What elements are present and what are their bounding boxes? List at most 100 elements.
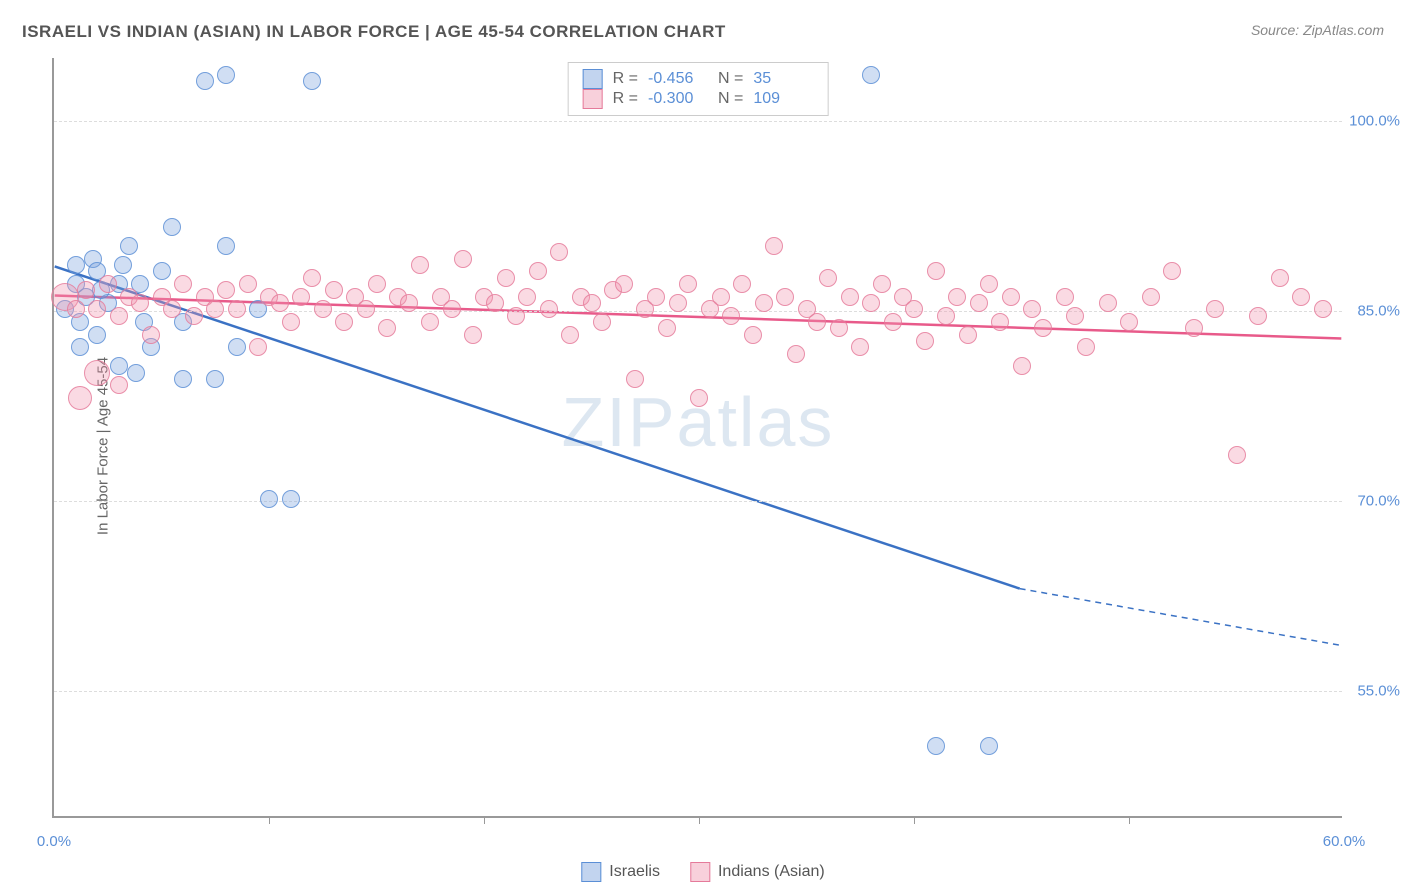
scatter-point [991, 313, 1009, 331]
scatter-point [1228, 446, 1246, 464]
trend-lines [54, 58, 1342, 816]
scatter-point [217, 281, 235, 299]
scatter-point [1023, 300, 1041, 318]
scatter-point [669, 294, 687, 312]
scatter-point [712, 288, 730, 306]
scatter-point [368, 275, 386, 293]
correlation-legend: R =-0.456N =35R =-0.300N =109 [568, 62, 829, 116]
scatter-point [1185, 319, 1203, 337]
scatter-point [615, 275, 633, 293]
scatter-point [163, 300, 181, 318]
r-label: R = [613, 90, 638, 108]
scatter-point [851, 338, 869, 356]
chart-title: ISRAELI VS INDIAN (ASIAN) IN LABOR FORCE… [22, 22, 726, 42]
scatter-point [411, 256, 429, 274]
series-legend: IsraelisIndians (Asian) [581, 862, 824, 882]
scatter-point [249, 338, 267, 356]
scatter-point [174, 275, 192, 293]
scatter-point [260, 490, 278, 508]
scatter-point [830, 319, 848, 337]
scatter-point [905, 300, 923, 318]
scatter-point [593, 313, 611, 331]
scatter-point [679, 275, 697, 293]
scatter-point [443, 300, 461, 318]
scatter-point [1077, 338, 1095, 356]
scatter-point [529, 262, 547, 280]
scatter-point [937, 307, 955, 325]
scatter-point [1013, 357, 1031, 375]
scatter-point [862, 294, 880, 312]
scatter-point [454, 250, 472, 268]
scatter-point [497, 269, 515, 287]
scatter-point [1120, 313, 1138, 331]
scatter-point [206, 370, 224, 388]
x-tick-label: 0.0% [37, 833, 71, 850]
n-label: N = [718, 90, 743, 108]
scatter-point [88, 300, 106, 318]
scatter-point [980, 275, 998, 293]
scatter-point [185, 307, 203, 325]
scatter-point [464, 326, 482, 344]
scatter-point [239, 275, 257, 293]
legend-swatch [690, 862, 710, 882]
x-tick [914, 816, 915, 824]
scatter-point [948, 288, 966, 306]
correlation-row: R =-0.300N =109 [583, 89, 814, 109]
scatter-point [217, 66, 235, 84]
scatter-point [314, 300, 332, 318]
scatter-point [271, 294, 289, 312]
scatter-point [550, 243, 568, 261]
scatter-point [174, 370, 192, 388]
correlation-row: R =-0.456N =35 [583, 69, 814, 89]
scatter-point [196, 72, 214, 90]
scatter-point [755, 294, 773, 312]
scatter-point [540, 300, 558, 318]
scatter-point [421, 313, 439, 331]
n-value: 35 [753, 70, 813, 88]
gridline-h [54, 691, 1342, 692]
legend-swatch [583, 89, 603, 109]
scatter-point [1002, 288, 1020, 306]
scatter-point [980, 737, 998, 755]
scatter-point [335, 313, 353, 331]
y-tick-label: 55.0% [1357, 683, 1400, 700]
scatter-point [217, 237, 235, 255]
scatter-point [1066, 307, 1084, 325]
scatter-point [325, 281, 343, 299]
n-value: 109 [753, 90, 813, 108]
scatter-point [486, 294, 504, 312]
scatter-point [927, 737, 945, 755]
scatter-point [206, 300, 224, 318]
scatter-point [1271, 269, 1289, 287]
scatter-point [84, 360, 110, 386]
scatter-point [228, 300, 246, 318]
scatter-point [658, 319, 676, 337]
y-tick-label: 85.0% [1357, 303, 1400, 320]
scatter-point [127, 364, 145, 382]
scatter-point [163, 218, 181, 236]
scatter-point [1142, 288, 1160, 306]
scatter-point [583, 294, 601, 312]
gridline-h [54, 501, 1342, 502]
scatter-point [1034, 319, 1052, 337]
scatter-point [970, 294, 988, 312]
scatter-point [690, 389, 708, 407]
scatter-point [357, 300, 375, 318]
scatter-point [561, 326, 579, 344]
scatter-point [114, 256, 132, 274]
y-tick-label: 70.0% [1357, 493, 1400, 510]
scatter-point [765, 237, 783, 255]
scatter-point [400, 294, 418, 312]
scatter-point [153, 262, 171, 280]
scatter-point [1099, 294, 1117, 312]
legend-swatch [581, 862, 601, 882]
scatter-point [88, 326, 106, 344]
scatter-point [142, 326, 160, 344]
x-tick [699, 816, 700, 824]
legend-item: Indians (Asian) [690, 862, 825, 882]
scatter-point [282, 490, 300, 508]
r-value: -0.456 [648, 70, 708, 88]
scatter-point [884, 313, 902, 331]
scatter-point [282, 313, 300, 331]
scatter-point [841, 288, 859, 306]
